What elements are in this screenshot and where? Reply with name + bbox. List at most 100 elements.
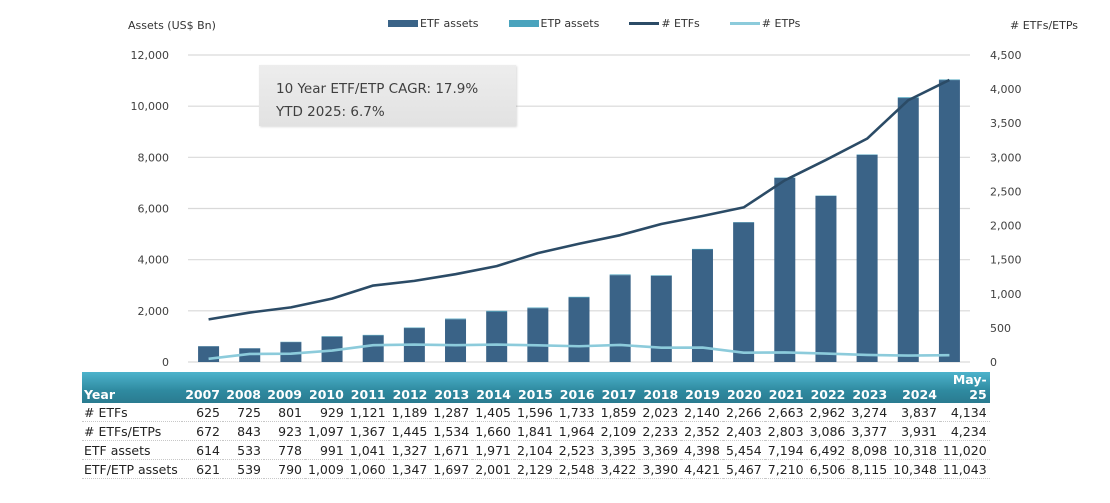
right-tick-label: 2,500 [990, 185, 1022, 198]
table-cell: 7,194 [764, 440, 807, 460]
table-cell: 1,060 [346, 459, 389, 479]
left-tick-label: 0 [162, 356, 169, 369]
bar-etp-assets [650, 275, 672, 276]
table-cell: 1,660 [472, 421, 514, 441]
legend-label: # ETPs [761, 17, 801, 30]
table-cell: 1,287 [430, 403, 473, 422]
bar-etp-assets [568, 296, 590, 298]
table-row: ETF assets 614 533 778 991 1,041 1,327 1,671 1,9… [82, 440, 990, 460]
table-cell: 1,841 [513, 421, 556, 441]
table-header-year: 2015 [513, 372, 556, 403]
table-cell: 1,596 [513, 403, 556, 422]
table-cell: 2,266 [722, 403, 765, 422]
table-cell: 3,395 [597, 440, 640, 460]
bar-etf-assets [815, 195, 837, 362]
bar-etf-assets [650, 275, 672, 362]
table-cell: 1,347 [388, 459, 431, 479]
bar-etf-assets [609, 275, 631, 362]
table-header-year: May-25 [939, 372, 990, 403]
left-tick-label: 8,000 [138, 151, 170, 164]
table-cell: 4,234 [939, 421, 990, 441]
table-header-year: 2016 [555, 372, 598, 403]
table-cell: 10,348 [890, 459, 940, 479]
table-cell: 3,086 [806, 421, 849, 441]
bar-etf-assets [938, 80, 960, 363]
table-cell: 3,274 [848, 403, 891, 422]
legend-swatch [388, 20, 418, 27]
right-tick-label: 3,500 [990, 117, 1022, 130]
bar-etp-assets [527, 307, 549, 309]
right-tick-label: 0 [990, 356, 997, 369]
table-header-year: 2008 [223, 372, 264, 403]
table-cell: 2,109 [597, 421, 640, 441]
table-cell: 3,369 [639, 440, 682, 460]
left-tick-label: 4,000 [138, 254, 170, 267]
table-cell: 2,962 [806, 403, 849, 422]
table-cell: 11,043 [939, 459, 990, 479]
legend-swatch [729, 22, 760, 25]
table-cell: 923 [264, 421, 305, 441]
bar-etf-assets [568, 297, 590, 362]
legend-swatch [629, 22, 660, 25]
right-axis-title: # ETFs/ETPs [1010, 19, 1078, 32]
right-tick-label: 2,000 [990, 220, 1022, 233]
table-cell: 1,097 [305, 421, 347, 441]
bar-etp-assets [897, 97, 919, 99]
table-cell: 3,390 [639, 459, 682, 479]
right-axis-ticks: 0 500 1,000 1,500 2,000 2,500 3,000 3,500 4,000 4… [990, 49, 1022, 369]
table-cell: 1,189 [388, 403, 431, 422]
bar-etf-assets [362, 335, 384, 362]
table-cell: 2,663 [764, 403, 807, 422]
right-tick-label: 4,500 [990, 49, 1022, 62]
legend-item-etf-assets: ETF assets [388, 17, 479, 30]
right-tick-label: 3,000 [990, 151, 1022, 164]
right-tick-label: 1,500 [990, 254, 1022, 267]
bar-etf-assets [897, 98, 919, 363]
table-cell: 614 [182, 440, 223, 460]
table-cell: 4,134 [939, 403, 990, 422]
left-axis-title: Assets (US$ Bn) [128, 19, 216, 32]
cagr-annotation: 10 Year ETF/ETP CAGR: 17.9% YTD 2025: 6.… [259, 65, 516, 126]
table-cell: 2,403 [722, 421, 765, 441]
table-cell: 2,023 [639, 403, 682, 422]
table-header-year: 2017 [597, 372, 640, 403]
legend-item-etp-assets: ETP assets [508, 17, 600, 30]
table-cell: 3,377 [848, 421, 891, 441]
table-cell: 1,405 [472, 403, 514, 422]
left-axis-ticks: 0 2,000 4,000 6,000 8,000 10,000 12,000 [131, 49, 170, 369]
table-cell: 790 [264, 459, 305, 479]
table-cell: 1,534 [430, 421, 473, 441]
table-cell: 1,121 [346, 403, 389, 422]
table-header-year: 2014 [472, 372, 514, 403]
table-cell: 539 [223, 459, 264, 479]
table-cell: 2,233 [639, 421, 682, 441]
legend-label: ETF assets [420, 17, 479, 30]
table-header-row: Year 2007 2008 2009 2010 2011 2012 2013 2014 201… [82, 372, 990, 403]
bars [198, 79, 960, 363]
table-header-year: 2013 [430, 372, 473, 403]
bar-etf-assets [856, 154, 878, 362]
table-cell: 2,803 [764, 421, 807, 441]
bar-etf-assets [486, 311, 508, 362]
table-header-year: 2007 [182, 372, 223, 403]
table-header-year: 2011 [346, 372, 389, 403]
legend-label: ETP assets [540, 17, 600, 30]
row-label: # ETFs [82, 403, 182, 422]
table-cell: 929 [305, 403, 347, 422]
bar-etf-assets [445, 319, 467, 362]
table-cell: 672 [182, 421, 223, 441]
table-header-year: 2024 [890, 372, 940, 403]
bar-etf-assets [691, 249, 713, 362]
table-cell: 2,523 [555, 440, 598, 460]
combo-chart: 0 2,000 4,000 6,000 8,000 10,000 12,000 0 500 1,… [131, 49, 1022, 369]
left-tick-label: 10,000 [131, 100, 170, 113]
table-cell: 1,445 [388, 421, 431, 441]
table-cell: 7,210 [764, 459, 807, 479]
row-label: ETF assets [82, 440, 182, 460]
table-cell: 5,467 [722, 459, 765, 479]
left-tick-label: 6,000 [138, 203, 170, 216]
table-cell: 1,859 [597, 403, 640, 422]
legend-item-num-etps: # ETPs [729, 17, 801, 30]
table-cell: 1,041 [346, 440, 389, 460]
table-header-year: 2020 [722, 372, 765, 403]
